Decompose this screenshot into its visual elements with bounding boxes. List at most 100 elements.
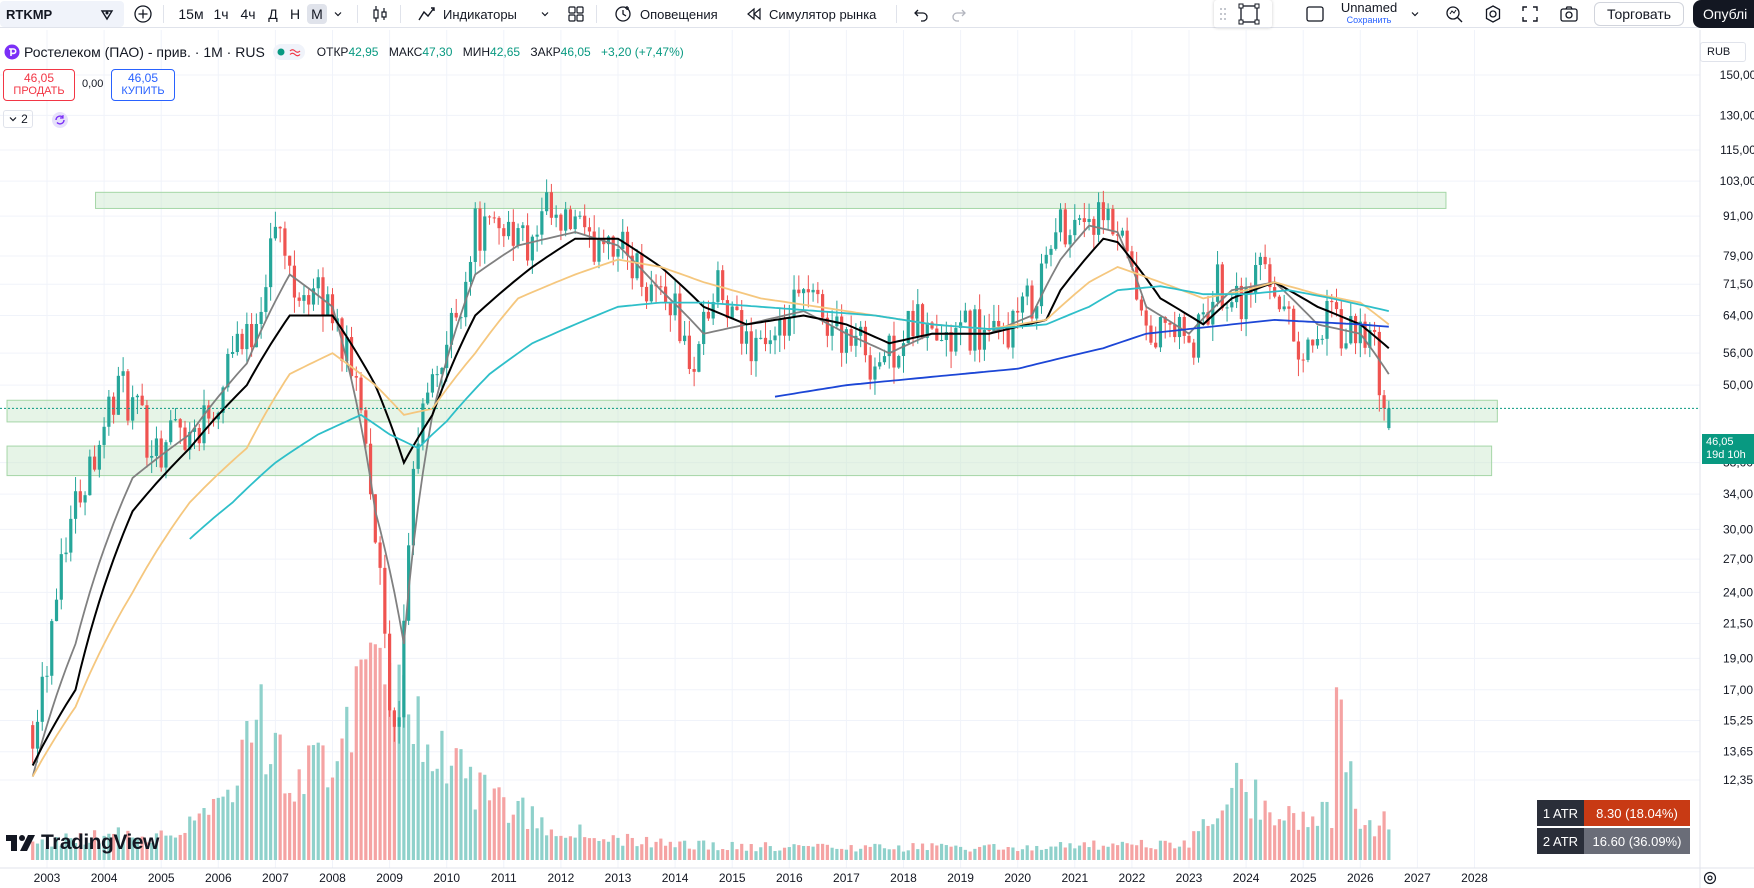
indicator-templates-icon[interactable] (567, 0, 585, 28)
undo-icon[interactable] (912, 0, 930, 28)
price-tick-label: 64,00 (1723, 308, 1753, 322)
price-zone[interactable] (95, 191, 1447, 209)
trade-button[interactable]: Торговать (1594, 2, 1685, 26)
chart-type-candles-icon[interactable] (370, 0, 390, 28)
indicators-icon (418, 7, 435, 21)
volume-bar (316, 742, 320, 860)
visibility-toggle[interactable] (272, 44, 305, 60)
time-axis-settings-icon[interactable] (1702, 870, 1718, 886)
volume-bar (611, 835, 615, 860)
volume-bar (497, 787, 501, 860)
quick-search-icon[interactable] (1444, 0, 1464, 28)
candle-body (440, 367, 444, 375)
open-value: 42,95 (348, 45, 379, 59)
volume-bar (1211, 824, 1215, 860)
candle-body (1382, 395, 1386, 409)
symbol-title[interactable]: Ростелеком (ПАО) - прив. · 1М · RUS (24, 44, 265, 60)
volume-bar (564, 837, 568, 860)
ma-long-line[interactable] (189, 285, 1390, 540)
volume-bar (1315, 825, 1320, 860)
candle-body (492, 217, 496, 219)
candle-body (131, 397, 135, 421)
price-zone[interactable] (6, 445, 1493, 477)
volume-bar (640, 844, 644, 860)
volume-bar (131, 837, 135, 860)
snapshot-camera-icon[interactable] (1559, 0, 1579, 28)
candle-body (949, 332, 953, 352)
volume-bar (892, 849, 896, 860)
compare-symbol-icon[interactable] (98, 0, 116, 28)
indicators-dropdown-chevron-icon[interactable] (539, 0, 551, 28)
interval-1w-button[interactable]: Н (285, 4, 305, 24)
time-tick-label: 2020 (1004, 871, 1031, 885)
interval-1d-button[interactable]: Д (263, 4, 283, 24)
layout-select-button[interactable] (1214, 0, 1272, 28)
time-axis-labels[interactable]: 2003 2004 2005 2006 2007 2008 2009 2010 2011 2012… (34, 871, 1489, 885)
candle-body (787, 317, 791, 336)
layout-dropdown-chevron-icon[interactable] (1409, 0, 1421, 28)
candle-body (768, 340, 772, 345)
indicators-button[interactable]: Индикаторы (417, 0, 517, 28)
volume-bar (1087, 847, 1091, 860)
ma-mid-line[interactable] (31, 237, 1390, 766)
volume-bar (887, 849, 891, 860)
candle-body (868, 355, 872, 380)
sell-button[interactable]: 46,05 ПРОДАТЬ (3, 69, 75, 101)
volume-bar (302, 794, 306, 860)
ma-fast-line[interactable] (31, 224, 1390, 777)
candle-body (278, 226, 282, 229)
add-symbol-icon[interactable] (133, 0, 153, 28)
volume-bar (116, 827, 120, 860)
ma-slow-line[interactable] (31, 258, 1390, 778)
candle-body (1063, 209, 1067, 245)
currency-select[interactable]: RUB (1700, 42, 1746, 62)
candle-body (773, 335, 777, 341)
interval-4h-button[interactable]: 4ч (236, 4, 260, 24)
tradingview-logo[interactable]: TradingView (6, 831, 159, 855)
layout-checkbox-icon[interactable] (1305, 0, 1325, 28)
volume-bar (844, 849, 848, 860)
volume-bar (901, 851, 906, 860)
volume-bar (207, 814, 211, 860)
settings-gear-icon[interactable] (1483, 0, 1503, 28)
candle-body (906, 310, 910, 344)
candle-body (735, 306, 739, 311)
interval-dropdown-chevron-icon[interactable] (332, 0, 344, 28)
interval-label: 4ч (240, 6, 256, 22)
sync-icon[interactable] (50, 110, 70, 130)
volume-bar (1020, 849, 1025, 860)
volume-bar (283, 793, 287, 860)
layout-name-button[interactable]: Unnamed Сохранить (1338, 0, 1400, 28)
volume-bar (825, 844, 829, 860)
price-zone[interactable] (6, 399, 1498, 423)
interval-15m-button[interactable]: 15м (177, 4, 205, 24)
interval-1h-button[interactable]: 1ч (210, 4, 232, 24)
volume-bar (1135, 845, 1139, 860)
fullscreen-icon[interactable] (1521, 0, 1539, 28)
publish-button[interactable]: Опублі (1693, 0, 1754, 28)
volume-bar (692, 849, 696, 860)
open-label: ОТКР (316, 45, 349, 59)
buy-button[interactable]: 46,05 КУПИТЬ (111, 69, 175, 101)
time-tick-label: 2026 (1347, 871, 1374, 885)
redo-icon[interactable] (950, 0, 968, 28)
volume-bar (335, 761, 339, 860)
candle-body (1353, 316, 1358, 344)
price-axis-labels[interactable]: 150,00 130,00 115,00 103,00 91,00 79,00 71,50 6… (1720, 68, 1754, 787)
volume-bar (1144, 847, 1148, 860)
interval-1month-button[interactable]: М (307, 4, 327, 24)
alerts-button[interactable]: Оповещения (613, 0, 718, 28)
candle-body (920, 304, 925, 338)
bar-replay-button[interactable]: Симулятор рынка (745, 0, 876, 28)
volume-bar (882, 848, 887, 860)
time-tick-label: 2028 (1461, 871, 1488, 885)
time-tick-label: 2027 (1404, 871, 1431, 885)
candle-body (388, 633, 392, 711)
candle-body (978, 309, 982, 350)
collapse-indicators-button[interactable]: 2 (3, 110, 33, 128)
price-chart[interactable]: 150,00 130,00 115,00 103,00 91,00 79,00 71,50 6… (0, 30, 1754, 888)
volume-bar (873, 843, 877, 860)
candle-body (702, 311, 706, 345)
ma-200-line[interactable] (774, 318, 1389, 398)
volume-bar (392, 711, 396, 860)
